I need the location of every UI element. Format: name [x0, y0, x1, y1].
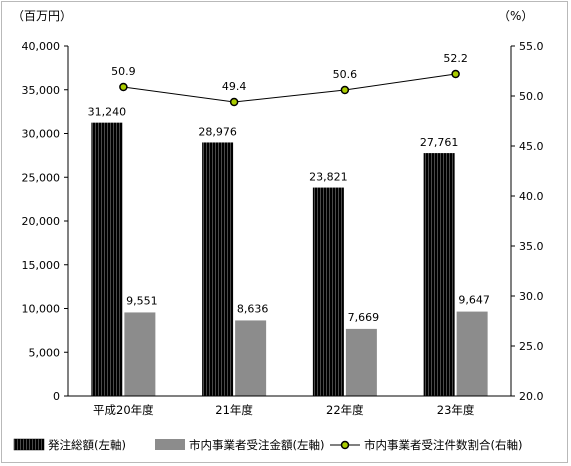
left-tick-label: 0 [53, 390, 60, 403]
data-label-local-amount: 8,636 [237, 302, 269, 315]
data-label-total: 31,240 [88, 106, 127, 119]
left-tick-label: 30,000 [22, 128, 61, 141]
ratio-point [229, 97, 239, 107]
right-tick-label: 30.0 [519, 290, 544, 303]
data-label-ratio: 50.6 [333, 68, 358, 81]
legend-swatch-local-amount [155, 439, 185, 450]
left-tick-label: 15,000 [22, 259, 61, 272]
data-label-total: 27,761 [420, 136, 459, 149]
right-tick-label: 55.0 [519, 40, 544, 53]
data-label-ratio: 49.4 [222, 80, 247, 93]
ratio-series-line [123, 73, 456, 103]
right-tick-label: 20.0 [519, 390, 544, 403]
ratio-point [119, 82, 128, 92]
bar-total [312, 187, 344, 396]
right-tick-label: 45.0 [519, 140, 544, 153]
bar-total [423, 153, 455, 396]
data-label-ratio: 50.9 [111, 65, 136, 78]
bar-total [202, 142, 234, 396]
bar-local-amount [456, 311, 488, 396]
legend-item-total: 発注総額(左軸) [13, 438, 126, 452]
legend-label-local-amount: 市内事業者受注金額(左軸) [189, 438, 324, 452]
data-label-total: 28,976 [198, 125, 237, 138]
category-label: 21年度 [215, 403, 253, 417]
right-tick-label: 25.0 [519, 340, 544, 353]
left-axis-unit: （百万円） [12, 9, 72, 23]
legend-label-ratio: 市内事業者受注件数割合(右軸) [364, 438, 522, 452]
left-axis-ticks: 0 5,000 10,000 15,000 20,000 25,000 30,000 35,0… [22, 40, 68, 403]
left-tick-label: 10,000 [22, 303, 61, 316]
ratio-line: 50.9 49.4 50.6 52.2 [111, 52, 468, 107]
left-tick-label: 25,000 [22, 171, 61, 184]
left-tick-label: 40,000 [22, 40, 61, 53]
right-tick-label: 40.0 [519, 190, 544, 203]
right-tick-label: 50.0 [519, 90, 544, 103]
legend-label-total: 発注総額(左軸) [48, 438, 126, 452]
right-axis-unit: （%） [498, 9, 533, 23]
legend-item-ratio: 市内事業者受注件数割合(右軸) [330, 438, 522, 452]
left-tick-label: 5,000 [29, 346, 61, 359]
legend-marker-ratio [340, 440, 350, 450]
bar-local-amount [345, 328, 377, 396]
category-label: 23年度 [437, 403, 475, 417]
legend-item-local-amount: 市内事業者受注金額(左軸) [155, 438, 324, 452]
bar-local-amount [235, 320, 267, 396]
right-tick-label: 35.0 [519, 240, 544, 253]
ratio-point [340, 85, 350, 95]
left-tick-label: 35,000 [22, 84, 61, 97]
legend-swatch-total [13, 438, 45, 451]
data-label-local-amount: 7,669 [348, 311, 380, 324]
category-labels: 平成20年度 21年度 22年度 23年度 [93, 403, 475, 417]
ratio-point [451, 69, 460, 79]
category-label: 22年度 [326, 403, 364, 417]
data-label-local-amount: 9,647 [458, 294, 490, 307]
legend: 発注総額(左軸) 市内事業者受注金額(左軸) 市内事業者受注件数割合(右軸) [13, 438, 522, 452]
bar-local-amount [124, 312, 156, 396]
category-label: 平成20年度 [93, 403, 154, 417]
left-tick-label: 20,000 [22, 215, 61, 228]
bars: 31,240 9,551 28,976 8,636 23,821 7,669 27,761 9… [88, 106, 490, 397]
bar-total [91, 122, 123, 397]
data-label-ratio: 52.2 [443, 52, 468, 65]
data-label-local-amount: 9,551 [126, 294, 158, 307]
data-label-total: 23,821 [309, 171, 348, 184]
right-axis-ticks: 20.0 25.0 30.0 35.0 40.0 45.0 50.0 55.0 [511, 40, 544, 403]
